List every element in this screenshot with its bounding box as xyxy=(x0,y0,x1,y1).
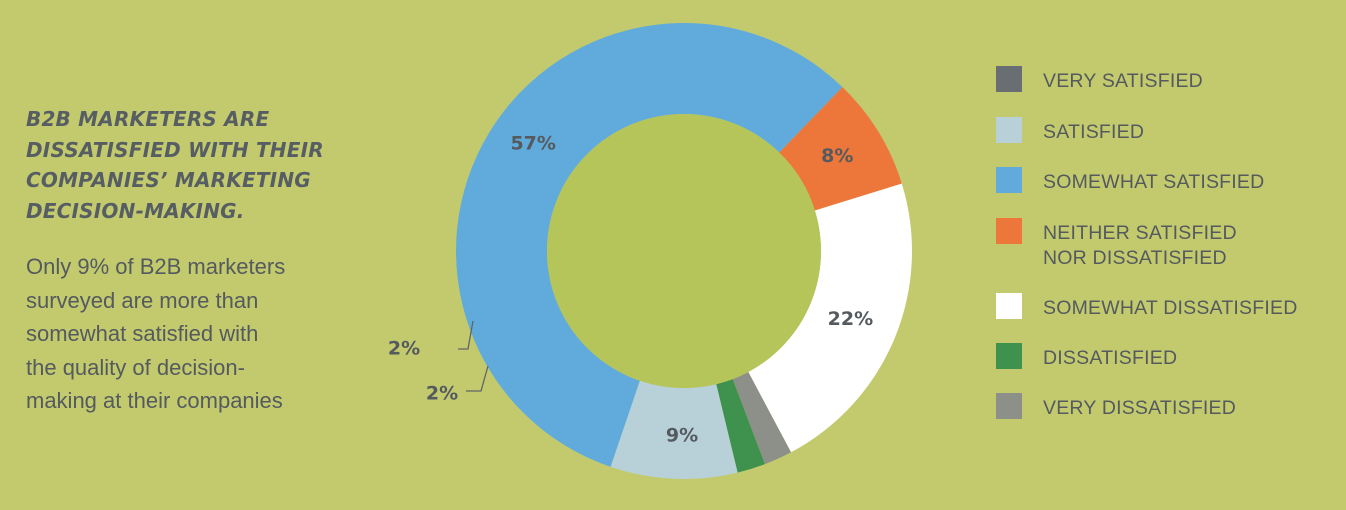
data-label-dissatisfied: 2% xyxy=(388,338,420,360)
legend-swatch xyxy=(996,343,1022,369)
legend-label: SOMEWHAT DISSATISFIED xyxy=(1043,297,1298,319)
slice-dissatisfied xyxy=(716,379,765,473)
body-text: Only 9% of B2B marketers surveyed are mo… xyxy=(26,254,286,413)
slice-neither-satisfied-nor-dissatisfied xyxy=(779,86,902,211)
legend-item-very-satisfied: VERY SATISFIED xyxy=(996,66,1203,94)
legend-label: DISSATISFIED xyxy=(1043,347,1178,369)
headline: B2B MARKETERS ARE DISSATISFIED WITH THEI… xyxy=(26,107,324,223)
slice-very-dissatisfied xyxy=(732,371,792,465)
legend-swatch xyxy=(996,66,1022,92)
data-label-very-dissatisfied: 2% xyxy=(426,383,458,405)
legend-label: SOMEWHAT SATISFIED xyxy=(1043,171,1265,193)
data-label-satisfied: 9% xyxy=(666,424,698,446)
data-label-neither-satisfied-nor-dissatisfied: 8% xyxy=(821,145,853,167)
legend-swatch xyxy=(996,167,1022,193)
legend-swatch xyxy=(996,293,1022,319)
data-label-somewhat-dissatisfied: 22% xyxy=(828,308,873,330)
legend-item-somewhat-satisfied: SOMEWHAT SATISFIED xyxy=(996,167,1264,195)
legend-label: SATISFIED xyxy=(1043,121,1145,143)
slice-somewhat-satisfied xyxy=(455,22,843,467)
leader-line-very-dissatisfied xyxy=(466,365,489,392)
legend-label: VERY DISSATISFIED xyxy=(1043,397,1237,419)
slice-somewhat-dissatisfied xyxy=(748,183,912,453)
leader-line-dissatisfied xyxy=(458,320,474,350)
legend-item-very-dissatisfied: VERY DISSATISFIED xyxy=(996,393,1236,421)
legend-item-neither-satisfied-nor-dissatisfied: NEITHER SATISFIED NOR DISSATISFIED xyxy=(996,218,1237,271)
legend-item-dissatisfied: DISSATISFIED xyxy=(996,343,1177,371)
data-label-somewhat-satisfied: 57% xyxy=(510,132,555,154)
legend-swatch xyxy=(996,117,1022,143)
donut-hole xyxy=(547,114,821,388)
legend-item-satisfied: SATISFIED xyxy=(996,117,1144,145)
slice-satisfied xyxy=(610,380,738,479)
legend-item-somewhat-dissatisfied: SOMEWHAT DISSATISFIED xyxy=(996,293,1297,321)
legend-swatch xyxy=(996,393,1022,419)
legend-swatch xyxy=(996,218,1022,244)
legend-label: VERY SATISFIED xyxy=(1043,70,1203,92)
legend-label: NEITHER SATISFIED NOR DISSATISFIED xyxy=(1043,222,1237,269)
